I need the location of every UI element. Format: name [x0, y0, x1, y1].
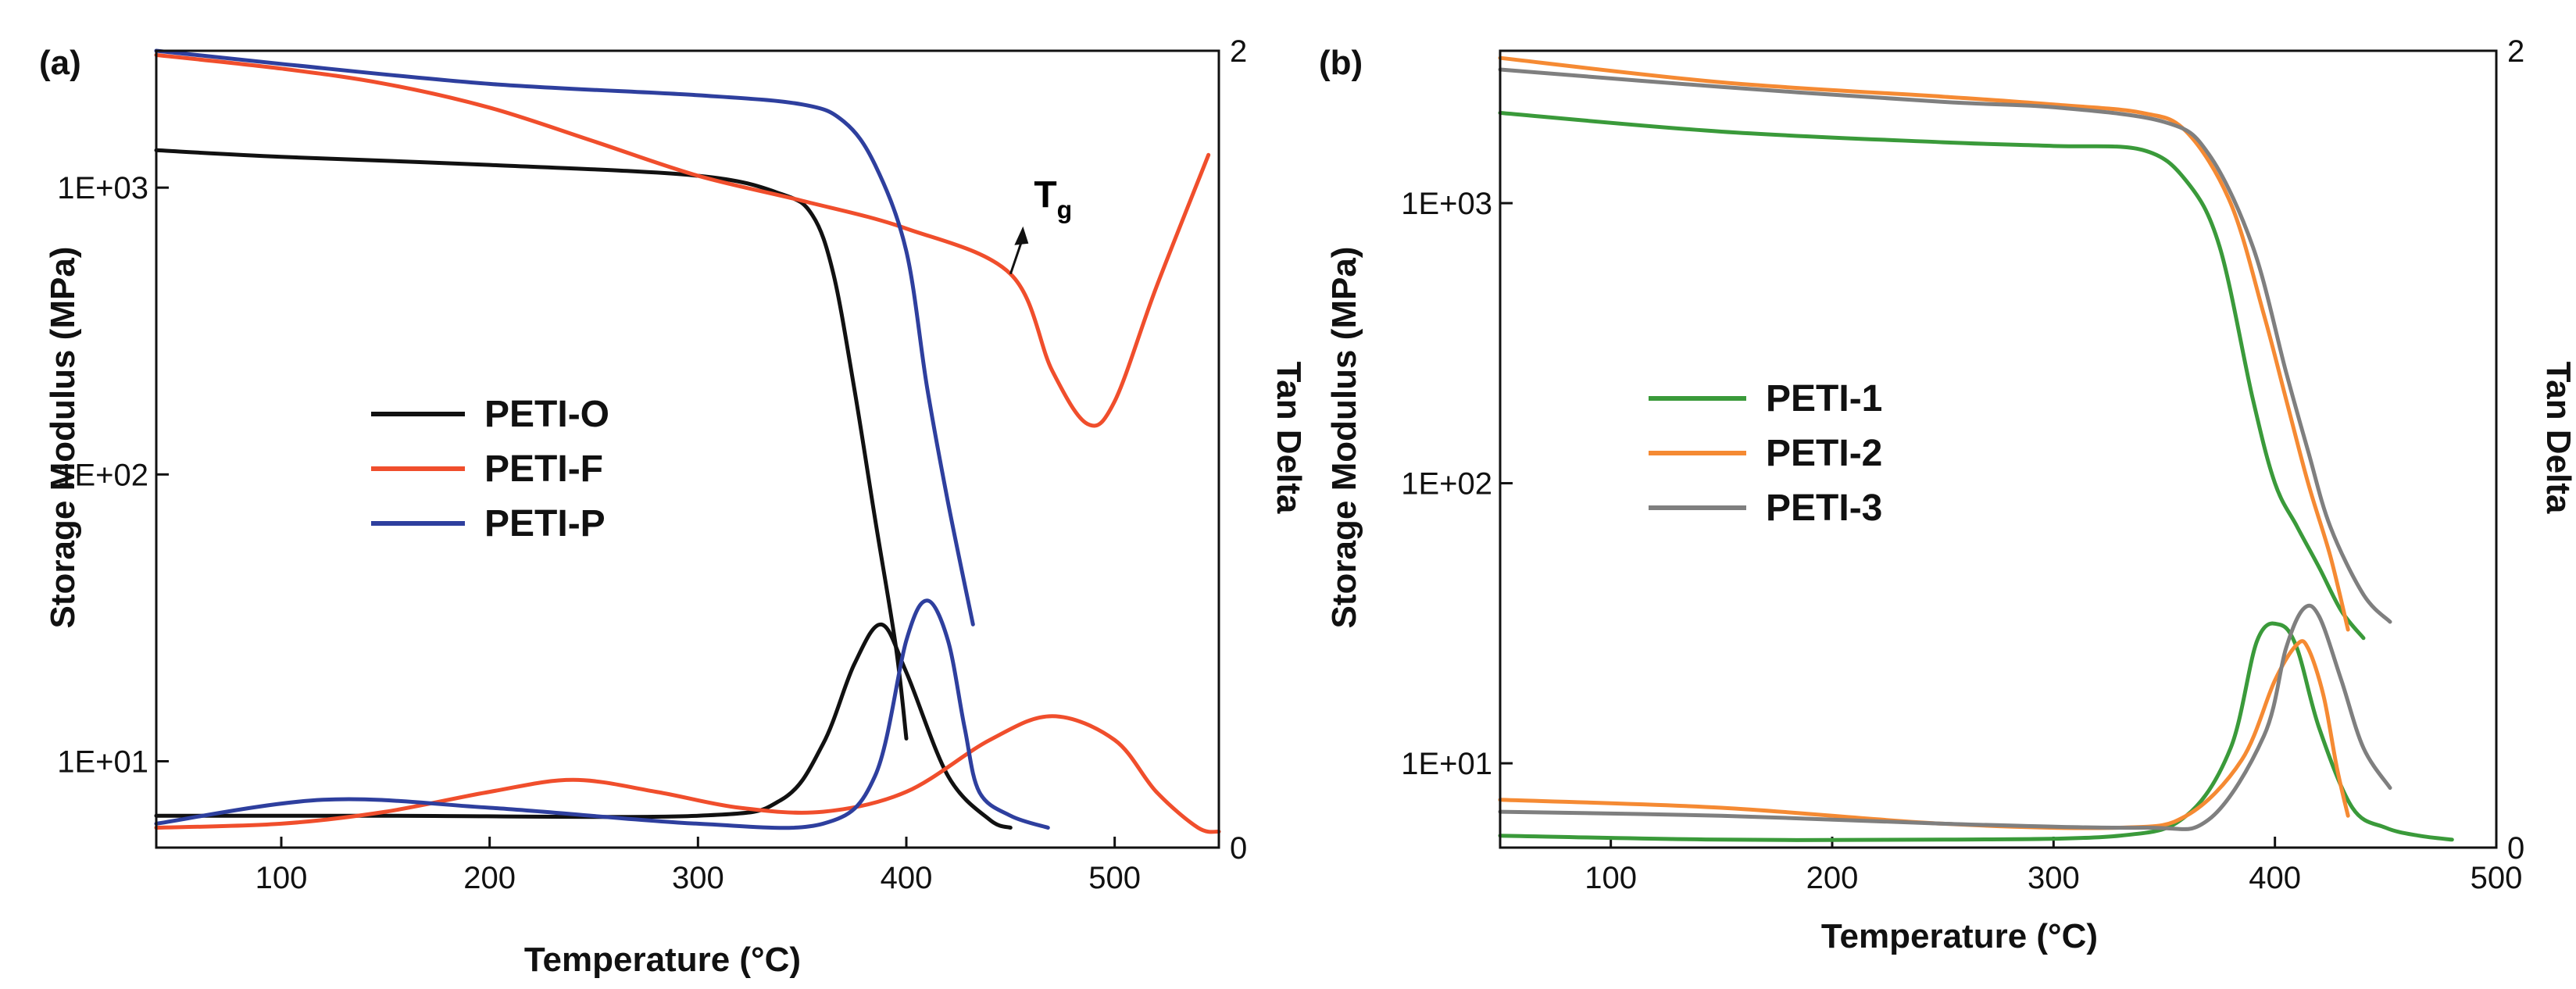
series-peti-2-tan-delta [1498, 639, 2350, 830]
legend-label-peti-f: PETI-F [484, 448, 603, 490]
y-left-tick-label: 1E+02 [57, 458, 148, 492]
panel-a-series [154, 48, 1221, 834]
tg-label-main: T [1034, 175, 1056, 216]
legend-label-peti-2: PETI-2 [1766, 433, 1882, 474]
panel-b-ticks: 100 200 300 400 500 1E+01 1E+02 1E+03 0 2 [1401, 34, 2524, 895]
legend-label-peti-p: PETI-P [484, 503, 606, 544]
panel-a-plot-frame [155, 49, 1220, 849]
x-tick-label: 300 [672, 861, 724, 895]
x-tick-label: 200 [1806, 861, 1859, 895]
panel-a-y-left-label: Storage Modulus (MPa) [44, 247, 82, 629]
panel-a: (a) Storage Modulus (MPa) Tan Delta Temp… [39, 34, 1308, 979]
y-right-tick-label: 0 [1230, 831, 1247, 866]
series-peti-3 [1498, 67, 2392, 624]
y-left-tick-label: 1E+01 [57, 744, 148, 779]
y-left-tick-label: 1E+03 [57, 171, 148, 205]
x-tick-label: 500 [2471, 861, 2523, 895]
x-tick-label: 200 [463, 861, 516, 895]
x-tick-label: 500 [1088, 861, 1141, 895]
y-right-tick-label: 2 [2507, 34, 2524, 69]
tg-label-subscript: g [1057, 196, 1073, 224]
panel-b-series [1498, 55, 2454, 842]
legend-label-peti-1: PETI-1 [1766, 378, 1882, 420]
series-peti-p [154, 48, 975, 627]
tg-label: Tg [1034, 175, 1072, 224]
tg-arrow-head [1014, 226, 1029, 245]
legend-label-peti-3: PETI-3 [1766, 487, 1882, 529]
series-peti-o [154, 148, 909, 741]
panel-a-x-label: Temperature (°C) [524, 941, 801, 979]
x-tick-label: 400 [881, 861, 933, 895]
panel-a-ticks: 100 200 300 400 500 1E+01 1E+02 1E+03 0 2 [57, 34, 1247, 895]
panel-b-y-right-label: Tan Delta [2539, 362, 2576, 514]
panel-b-y-left-label: Storage Modulus (MPa) [1325, 247, 1363, 629]
series-peti-1-tan-delta [1498, 621, 2454, 842]
tg-arrow-line [1009, 241, 1023, 275]
series-peti-f-tan-delta [154, 714, 1221, 834]
series-peti-o-tan-delta [154, 622, 1013, 830]
panel-b-x-label: Temperature (°C) [1821, 917, 2098, 955]
panel-b-legend: PETI-1 PETI-2 PETI-3 [1649, 378, 1882, 529]
y-left-tick-label: 1E+01 [1401, 747, 1492, 781]
tg-annotation: Tg [1009, 175, 1072, 275]
x-tick-label: 300 [2028, 861, 2080, 895]
panel-b-label: (b) [1319, 44, 1363, 82]
x-tick-label: 100 [255, 861, 308, 895]
x-tick-label: 100 [1585, 861, 1637, 895]
series-peti-1 [1498, 111, 2366, 641]
panel-a-legend: PETI-O PETI-F PETI-P [371, 394, 609, 544]
y-left-tick-label: 1E+02 [1401, 467, 1492, 502]
panel-b-plot-frame [1499, 49, 2498, 849]
legend-label-peti-o: PETI-O [484, 394, 609, 435]
series-peti-f [154, 52, 1211, 428]
panel-a-label: (a) [39, 44, 81, 82]
series-peti-p-tan-delta [154, 598, 1050, 830]
series-peti-2 [1498, 55, 2350, 632]
panel-a-y-right-label: Tan Delta [1270, 362, 1308, 514]
y-right-tick-label: 2 [1230, 34, 1247, 69]
y-left-tick-label: 1E+03 [1401, 187, 1492, 221]
x-tick-label: 400 [2249, 861, 2301, 895]
panel-b: (b) Storage Modulus (MPa) Tan Delta Temp… [1319, 34, 2576, 955]
series-peti-3-tan-delta [1498, 603, 2392, 831]
y-right-tick-label: 0 [2507, 831, 2524, 866]
